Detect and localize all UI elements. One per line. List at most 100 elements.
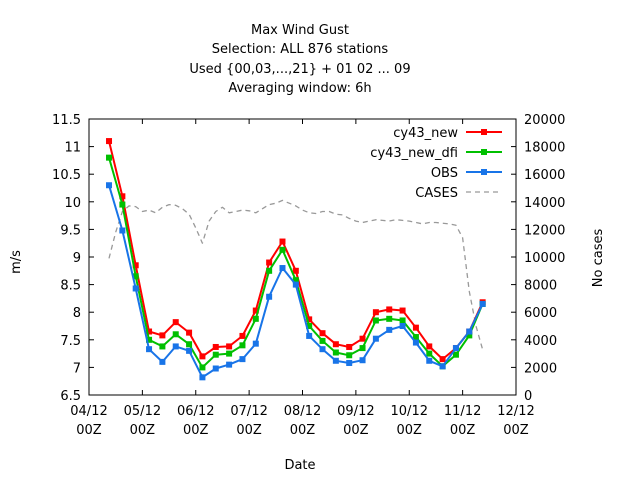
data-point-obs [346, 359, 353, 366]
data-point-cy43-new [319, 330, 326, 337]
y-tick-label: 10.5 [52, 168, 81, 183]
data-point-cy43-new-dfi [452, 351, 459, 358]
data-point-cy43-new [199, 353, 206, 360]
legend-label-obs: OBS [431, 166, 458, 181]
data-point-cy43-new-dfi [399, 317, 406, 324]
data-point-obs [372, 335, 379, 342]
data-point-obs [186, 347, 193, 354]
data-point-cy43-new-dfi [212, 351, 219, 358]
data-point-obs [306, 332, 313, 339]
y2-tick-label: 0 [524, 389, 532, 404]
data-point-cy43-new-dfi [332, 349, 339, 356]
data-point-obs [132, 285, 139, 292]
data-point-cy43-new [186, 329, 193, 336]
data-point-cy43-new [332, 341, 339, 348]
data-point-obs [106, 182, 113, 189]
data-point-cy43-new-dfi [359, 345, 366, 352]
x-tick-label-hour: 00Z [397, 423, 423, 438]
data-point-obs [292, 281, 299, 288]
data-point-obs [386, 326, 393, 333]
data-point-cy43-new [292, 267, 299, 274]
legend-marker-obs [481, 169, 487, 175]
data-point-cy43-new [132, 262, 139, 269]
data-point-cy43-new-dfi [146, 336, 153, 343]
title-line-1: Max Wind Gust [251, 23, 349, 38]
y2-tick-label: 10000 [524, 251, 565, 266]
x-tick-label-hour: 00Z [183, 423, 209, 438]
x-tick-label-date: 12/12 [497, 404, 534, 419]
data-point-cy43-new-dfi [386, 315, 393, 322]
data-point-cy43-new-dfi [292, 277, 299, 284]
data-point-obs [212, 365, 219, 372]
y2-tick-label: 6000 [524, 306, 557, 321]
data-point-obs [359, 357, 366, 364]
data-point-cy43-new [266, 259, 273, 266]
data-point-cy43-new-dfi [252, 315, 259, 322]
data-point-obs [466, 328, 473, 335]
y2-tick-label: 12000 [524, 223, 565, 238]
x-tick-label-hour: 00Z [450, 423, 476, 438]
x-tick-label-date: 09/12 [337, 404, 374, 419]
y-tick-label: 8 [73, 306, 81, 321]
y2-tick-label: 4000 [524, 334, 557, 349]
data-point-cy43-new-dfi [132, 273, 139, 280]
y2-tick-label: 8000 [524, 279, 557, 294]
x-tick-label-date: 08/12 [284, 404, 321, 419]
data-point-cy43-new [359, 335, 366, 342]
data-point-cy43-new [372, 309, 379, 316]
data-point-cy43-new-dfi [172, 331, 179, 338]
data-point-cy43-new [106, 138, 113, 145]
legend-label-cy43-new-dfi: cy43_new_dfi [370, 146, 458, 161]
y-tick-label: 8.5 [60, 279, 81, 294]
data-point-cy43-new-dfi [426, 350, 433, 357]
x-tick-label-date: 11/12 [444, 404, 481, 419]
data-point-cy43-new-dfi [346, 352, 353, 359]
data-point-cy43-new-dfi [306, 323, 313, 329]
data-point-obs [252, 340, 259, 347]
chart-title: Max Wind Gust Selection: ALL 876 station… [189, 23, 410, 96]
data-point-cy43-new [426, 343, 433, 350]
data-point-cy43-new-dfi [226, 350, 233, 357]
data-point-cy43-new-dfi [319, 337, 326, 344]
data-point-obs [439, 363, 446, 370]
data-point-cy43-new-dfi [239, 342, 246, 349]
data-point-cy43-new [159, 332, 166, 339]
data-point-obs [159, 358, 166, 365]
data-point-obs [199, 374, 206, 381]
legend-marker-cy43-new-dfi [481, 149, 487, 155]
x-tick-label-hour: 00Z [236, 423, 262, 438]
x-axis-label: Date [284, 458, 315, 473]
data-point-cy43-new [412, 324, 419, 331]
data-point-cy43-new [346, 343, 353, 350]
data-point-cy43-new [279, 238, 286, 245]
data-point-obs [279, 265, 286, 272]
data-point-cy43-new [239, 332, 246, 339]
data-point-cy43-new [386, 306, 393, 313]
data-point-cy43-new-dfi [372, 317, 379, 324]
x-tick-label-date: 06/12 [177, 404, 214, 419]
y-tick-label: 11 [64, 141, 81, 156]
y-tick-label: 9 [73, 251, 81, 266]
legend-label-cases: CASES [415, 186, 458, 201]
y2-tick-label: 20000 [524, 113, 565, 128]
y2-tick-label: 14000 [524, 196, 565, 211]
y-tick-label: 6.5 [60, 389, 81, 404]
y-tick-label: 10 [64, 196, 81, 211]
y2-tick-label: 2000 [524, 361, 557, 376]
data-point-cy43-new-dfi [412, 334, 419, 341]
data-point-cy43-new-dfi [159, 343, 166, 350]
data-point-cy43-new-dfi [466, 332, 473, 339]
y2-axis-label: No cases [591, 229, 606, 288]
y-tick-label: 11.5 [52, 113, 81, 128]
data-point-obs [452, 345, 459, 352]
data-point-obs [412, 339, 419, 346]
data-point-cy43-new [439, 356, 446, 363]
data-point-obs [319, 346, 326, 353]
data-point-obs [399, 323, 406, 329]
data-point-obs [119, 227, 126, 234]
plot-frame [88, 118, 517, 396]
data-point-obs [332, 357, 339, 364]
x-tick-label-date: 04/12 [70, 404, 107, 419]
title-line-2: Selection: ALL 876 stations [212, 42, 389, 57]
